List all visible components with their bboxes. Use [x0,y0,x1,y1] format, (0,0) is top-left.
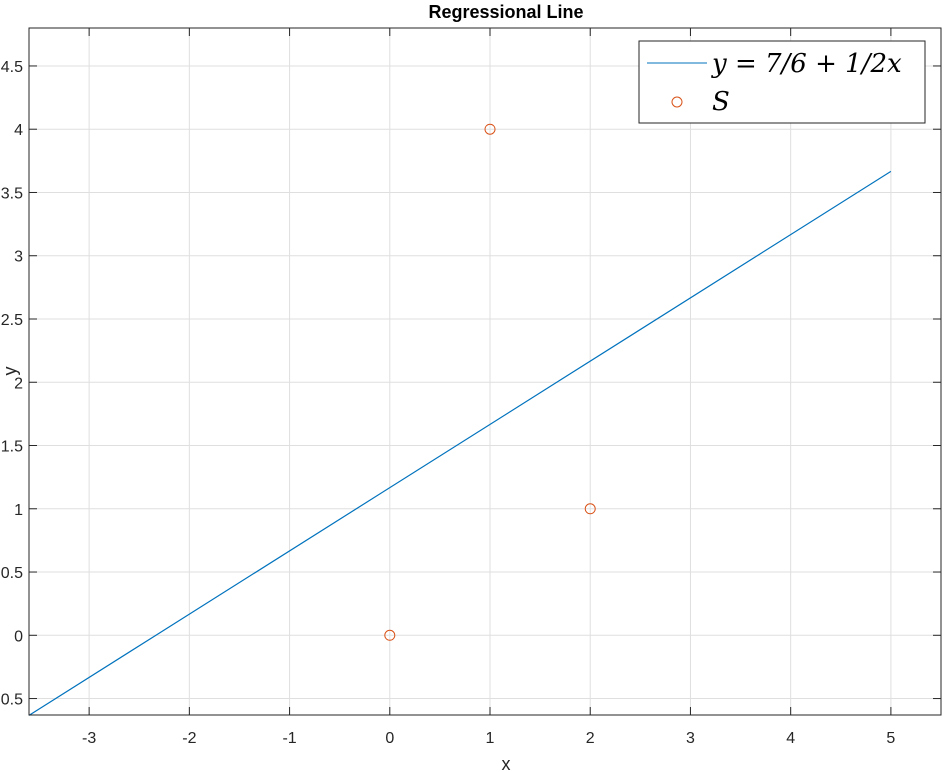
regression-line [28,170,892,716]
chart-title: Regressional Line [428,2,583,22]
y-tick-label: 2.5 [1,312,23,329]
y-tick-label: 4.5 [1,59,23,76]
scatter-point [584,503,596,515]
ticks: -3 -2 -1 0 1 2 3 4 5 -0.5 0 0.5 1 1.5 2 2.5 3 3.5 4 4.5 [0,28,941,747]
x-tick-label: 0 [385,730,394,747]
y-tick-label: 3.5 [1,185,23,202]
y-tick-label: -0.5 [0,692,23,709]
legend-label-scatter: S [712,87,730,117]
y-tick-label: 0.5 [1,565,23,582]
plot-frame [28,27,942,716]
legend-marker-swatch [671,96,683,108]
y-tick-label: 3 [14,249,23,266]
legend-label-line: y = 7/6 + 1/2x [711,49,902,79]
x-tick-label: 2 [586,730,595,747]
x-tick-label: 4 [786,730,795,747]
x-axis-label: x [502,754,511,772]
x-tick-label: 5 [886,730,895,747]
y-tick-label: 0 [14,628,23,645]
y-axis-label: y [0,367,20,376]
y-tick-label: 2 [14,375,23,392]
data-layer [28,123,892,716]
x-tick-label: 3 [686,730,695,747]
legend-box [638,40,926,124]
x-tick-label: -2 [182,730,196,747]
legend: y = 7/6 + 1/2x S [638,40,926,124]
scatter-point [484,123,496,135]
y-tick-label: 4 [14,122,23,139]
scatter-point [384,629,396,641]
y-tick-label: 1.5 [1,439,23,456]
plot-background [29,28,941,715]
x-tick-label: 1 [486,730,495,747]
y-tick-label: 1 [14,502,23,519]
x-tick-label: -3 [82,730,96,747]
x-tick-label: -1 [282,730,296,747]
